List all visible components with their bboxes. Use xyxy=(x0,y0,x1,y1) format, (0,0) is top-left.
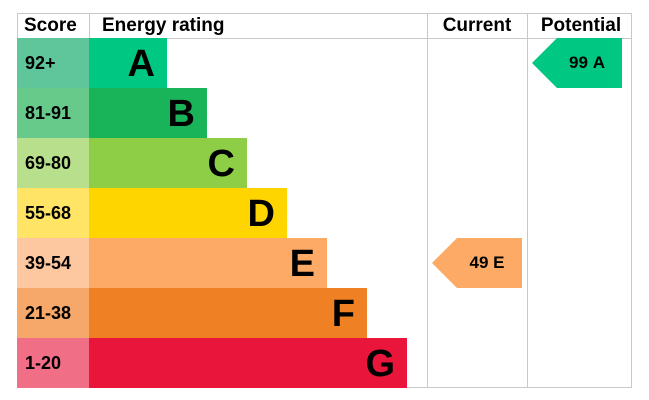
rating-letter: B xyxy=(168,93,195,135)
rating-letter: C xyxy=(208,143,235,185)
rating-bar xyxy=(89,338,407,388)
rating-letter: A xyxy=(128,43,155,85)
score-label: 39-54 xyxy=(25,253,71,273)
current-letter: E xyxy=(493,253,504,272)
rating-letter: D xyxy=(248,193,275,235)
rating-bar xyxy=(89,238,327,288)
score-cell xyxy=(17,238,89,288)
rating-letter: G xyxy=(365,343,395,385)
score-label: 92+ xyxy=(25,53,56,73)
rating-letter: E xyxy=(290,243,315,285)
score-label: 81-91 xyxy=(25,103,71,123)
rating-bar xyxy=(89,88,207,138)
potential-letter: A xyxy=(593,53,605,72)
header-potential: Potential xyxy=(541,15,621,36)
score-cell xyxy=(17,38,89,88)
score-label: 1-20 xyxy=(25,353,61,373)
score-label: 55-68 xyxy=(25,203,71,223)
score-cell xyxy=(17,138,89,188)
current-label: 49 E xyxy=(470,253,505,272)
header-rating: Energy rating xyxy=(102,15,224,36)
rating-bar xyxy=(89,288,367,338)
potential-label: 99 A xyxy=(569,53,605,72)
rating-letter: F xyxy=(332,293,355,335)
header-current: Current xyxy=(443,15,512,36)
header-score: Score xyxy=(24,15,77,36)
score-cell xyxy=(17,288,89,338)
rating-bar xyxy=(89,38,167,88)
potential-arrow xyxy=(532,38,622,88)
rating-bar xyxy=(89,188,287,238)
potential-value: 99 xyxy=(569,53,588,72)
current-value: 49 xyxy=(470,253,489,272)
score-label: 21-38 xyxy=(25,303,71,323)
score-cell xyxy=(17,88,89,138)
current-arrow xyxy=(432,238,522,288)
score-label: 69-80 xyxy=(25,153,71,173)
score-cell xyxy=(17,338,89,388)
rating-bar xyxy=(89,138,247,188)
score-cell xyxy=(17,188,89,238)
